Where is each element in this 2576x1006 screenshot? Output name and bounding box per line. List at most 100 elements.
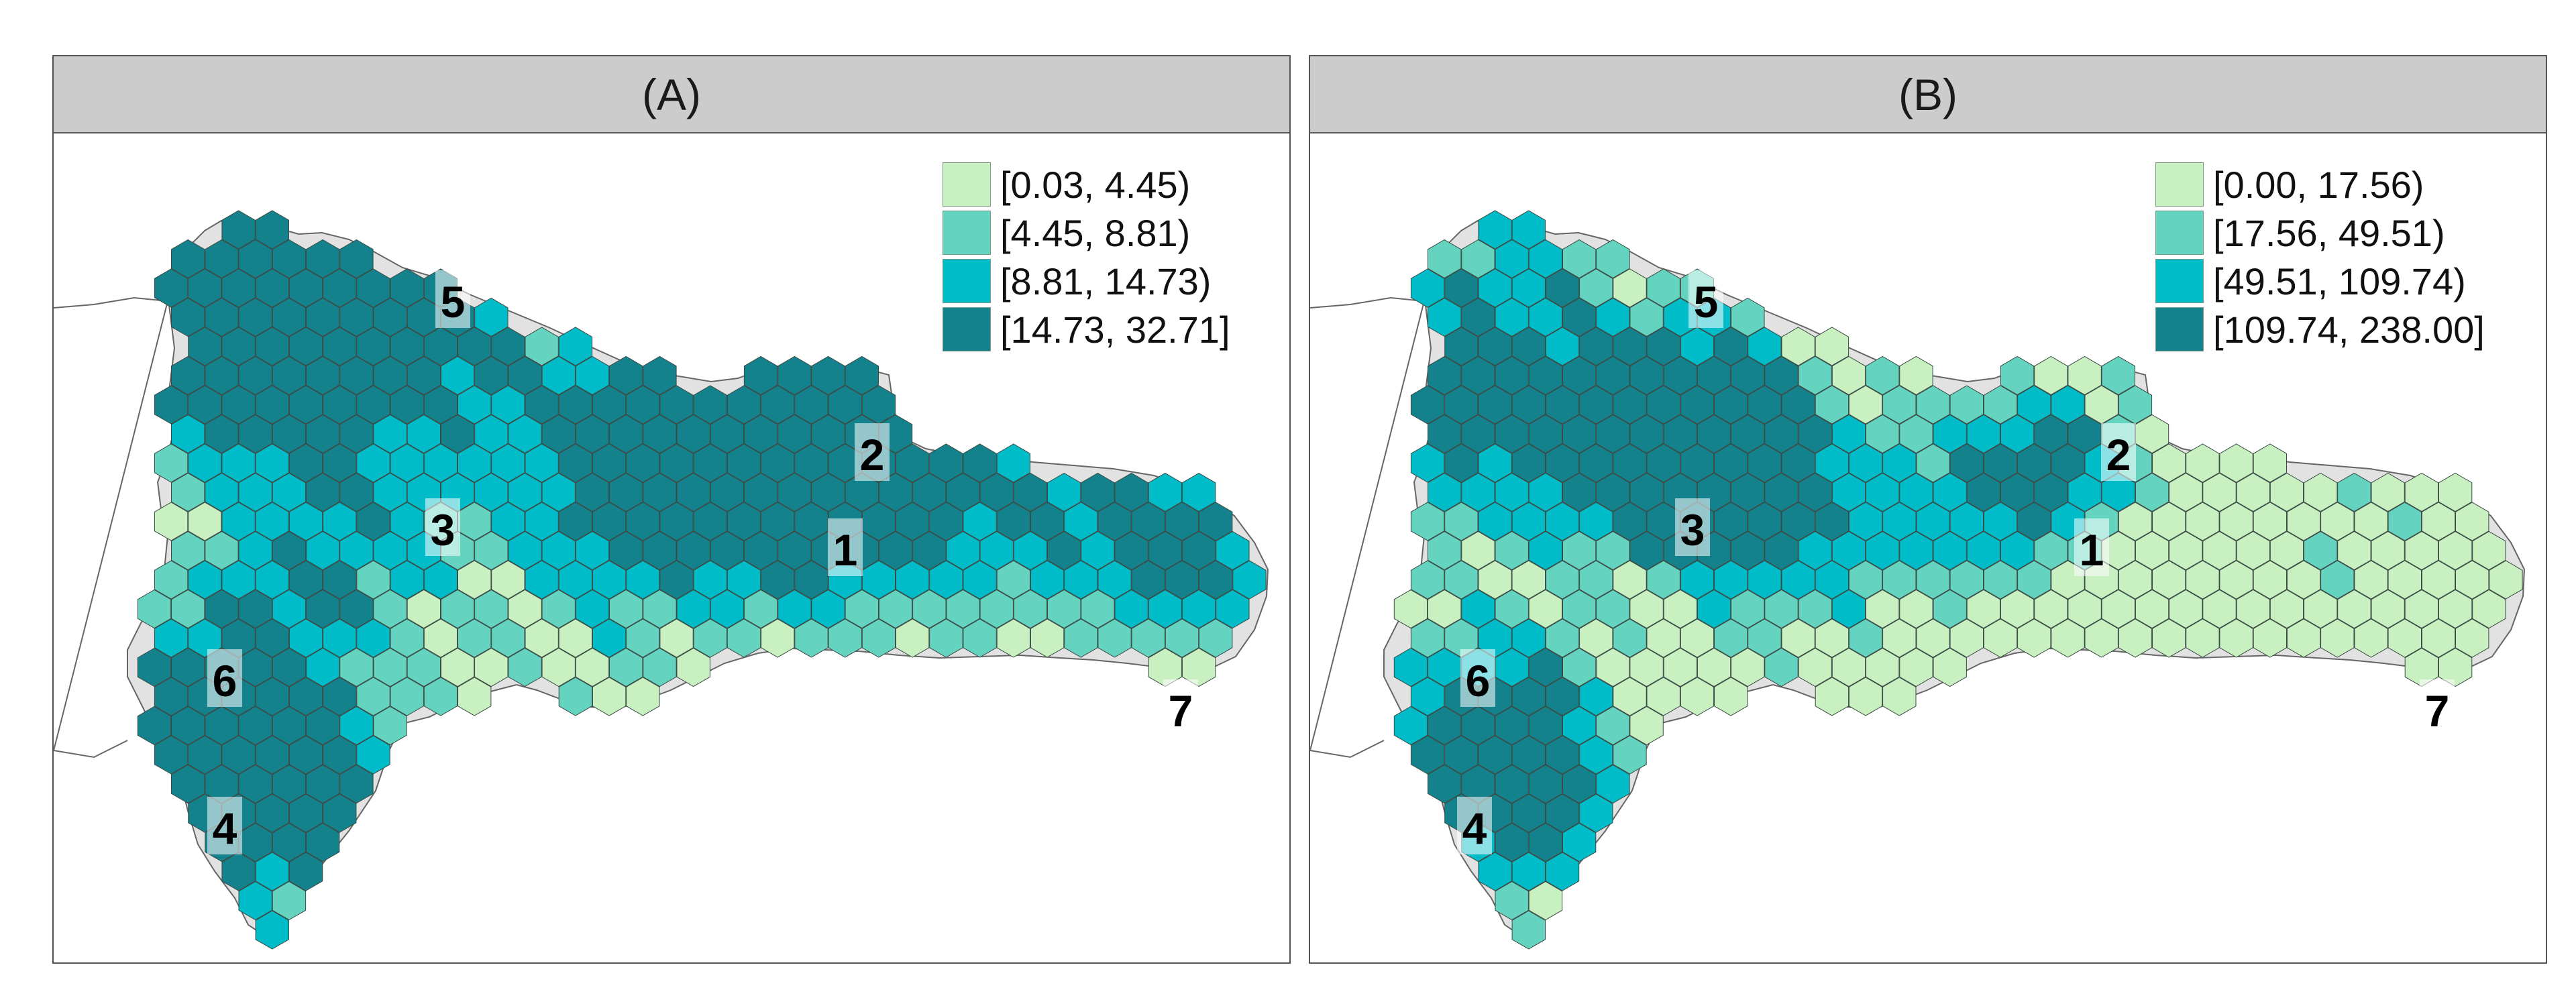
hex-cell [1831, 472, 1866, 512]
legend-swatch [2155, 259, 2204, 303]
hex-cell [1714, 502, 1748, 541]
hex-cell [1815, 443, 1849, 483]
hex-cell [2455, 560, 2489, 600]
hex-cell [2455, 618, 2489, 658]
hex-cell [2000, 414, 2035, 454]
hex-cell [2320, 618, 2355, 658]
hex-cell [255, 560, 289, 600]
hex-cell [659, 443, 694, 483]
hex-cell [2219, 618, 2253, 658]
hex-cell [1983, 502, 2018, 541]
hex-cell [1899, 414, 1933, 454]
hex-cell [1562, 414, 1597, 454]
region-label: 3 [1680, 505, 1705, 555]
hex-cell [1613, 443, 1647, 483]
hex-cell [306, 414, 340, 454]
hex-cell [1646, 443, 1680, 483]
hex-cell [1528, 239, 1563, 279]
hex-cell [861, 618, 896, 658]
hex-cell [188, 618, 222, 658]
hex-cell [794, 443, 828, 483]
hex-cell [676, 472, 710, 512]
region-label-background [1688, 270, 1723, 328]
hex-cell [1966, 530, 2001, 571]
hex-cell [861, 385, 896, 425]
hex-cell [288, 385, 323, 425]
hex-cell [1495, 239, 1529, 279]
region-label-background [1460, 649, 1495, 707]
hex-cell [508, 530, 542, 571]
hex-cell [339, 239, 374, 279]
hex-cell [2034, 472, 2068, 512]
hex-cell [2320, 560, 2355, 600]
hex-cell [1114, 530, 1148, 571]
region-label-background [2074, 518, 2109, 576]
hex-cell [693, 385, 727, 425]
hex-cell [137, 647, 172, 687]
hex-cell [1899, 589, 1933, 629]
hex-cell [255, 910, 289, 950]
hex-cell [1013, 530, 1048, 571]
hex-cell [643, 414, 677, 454]
hex-cell [1528, 764, 1563, 804]
hex-cell [407, 589, 441, 629]
hex-cell [643, 355, 677, 396]
hex-cell [1495, 881, 1529, 921]
hex-cell [1495, 706, 1529, 746]
hex-cell [761, 502, 795, 541]
hex-cell [946, 472, 980, 512]
hex-cell [491, 502, 525, 541]
hex-cell [979, 472, 1014, 512]
hex-cell [423, 560, 458, 600]
hex-cell [1030, 618, 1065, 658]
hex-cell [1410, 502, 1445, 541]
hex-cell [1216, 530, 1250, 571]
hex-cell [1393, 647, 1428, 687]
legend-label: [49.51, 109.74) [2213, 260, 2466, 302]
hex-cell [288, 618, 323, 658]
legend-swatch [2155, 211, 2204, 255]
hex-cell [339, 764, 374, 804]
region-label: 1 [833, 525, 858, 575]
hex-cell [1866, 414, 1900, 454]
hex-cell [727, 502, 761, 541]
hex-cell [2269, 530, 2304, 571]
hex-cell [1933, 530, 1967, 571]
legend-item: [17.56, 49.51) [2155, 209, 2485, 257]
hex-cell [2202, 472, 2237, 512]
region-label-background [1163, 679, 1198, 737]
hex-cell [508, 414, 542, 454]
hex-cell [171, 706, 205, 746]
hex-cell [1663, 414, 1697, 454]
hex-cell [1461, 530, 1495, 571]
hex-cell [1949, 618, 1984, 658]
hex-cell [508, 647, 542, 687]
hex-cell [323, 268, 357, 308]
legend-label: [4.45, 8.81) [1000, 211, 1191, 254]
hex-cell [541, 589, 576, 629]
hex-cell [1579, 560, 1613, 600]
hex-cell [1444, 735, 1479, 775]
hex-cell [2253, 618, 2287, 658]
hex-cell [491, 327, 525, 366]
hex-cell [2068, 472, 2102, 512]
hex-cell [2438, 530, 2473, 571]
hex-cell [323, 793, 357, 833]
legend-item: [14.73, 32.71] [943, 305, 1230, 353]
hex-cell [2152, 618, 2186, 658]
hex-cell [491, 618, 525, 658]
hex-cell [2017, 618, 2051, 658]
hex-cell [912, 472, 947, 512]
hex-cell [996, 443, 1030, 483]
hex-cell [609, 589, 643, 629]
hex-cell [339, 414, 374, 454]
hex-cell [1511, 327, 1546, 366]
hex-cell [1714, 618, 1748, 658]
hex-cell [1798, 530, 1832, 571]
hex-cell [1731, 472, 1765, 512]
hex-cell [255, 443, 289, 483]
hex-cell [2017, 560, 2051, 600]
hex-cell [1461, 297, 1495, 337]
hex-cell [1629, 297, 1664, 337]
hex-cell [1798, 414, 1832, 454]
